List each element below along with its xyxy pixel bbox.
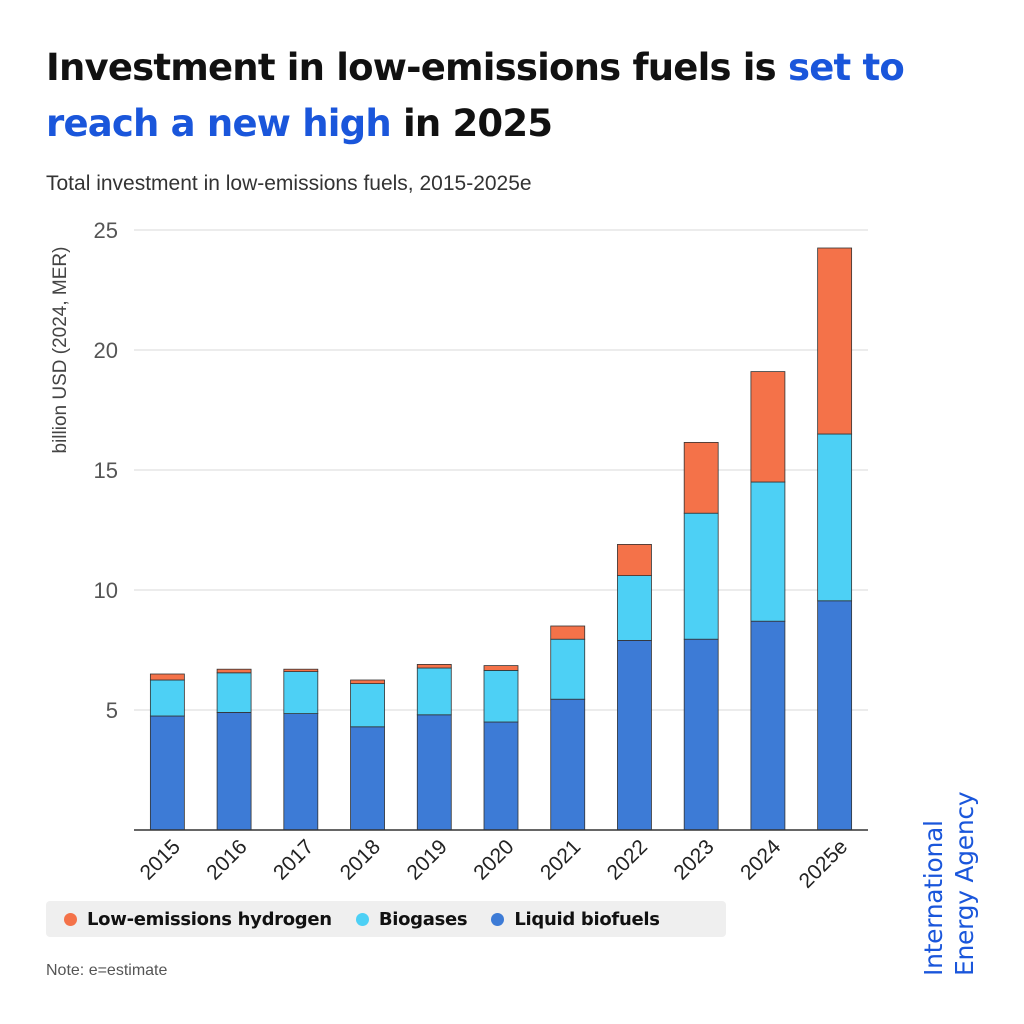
bar-2024-low-emissions-hydrogen <box>750 371 786 483</box>
bar-2023-biogases <box>683 512 719 640</box>
y-axis-label: billion USD (2024, MER) <box>50 247 71 454</box>
x-tick-label-2017: 2017 <box>269 835 318 884</box>
x-tick-label-2024: 2024 <box>736 835 786 885</box>
bar-2016-biogases <box>216 672 252 713</box>
legend-item-hydrogen: Low-emissions hydrogen <box>64 909 332 930</box>
bar-2019-liquid-biofuels <box>416 714 452 831</box>
bar-2022-biogases <box>617 575 652 641</box>
bar-2020-biogases <box>483 670 519 723</box>
y-tick-label-20: 20 <box>94 338 118 363</box>
bar-2015-liquid-biofuels <box>149 715 185 831</box>
x-tick-label-2020: 2020 <box>469 835 518 884</box>
y-tick-label-10: 10 <box>94 578 118 603</box>
bar-2024-liquid-biofuels <box>750 620 786 831</box>
iea-logo: International Energy Agency <box>918 776 982 976</box>
bar-2020-liquid-biofuels <box>483 721 519 831</box>
chart-subtitle: Total investment in low-emissions fuels,… <box>46 172 532 195</box>
legend-swatch-hydrogen <box>64 912 77 926</box>
legend-swatch-liquid-biofuels <box>491 912 505 926</box>
bar-2020-low-emissions-hydrogen <box>483 665 519 671</box>
headline-highlight: set to reach a new high <box>46 46 905 145</box>
bar-2022-liquid-biofuels <box>617 640 652 831</box>
chart-headline: Investment in low-emissions fuels is set… <box>46 40 926 152</box>
bar-2023-liquid-biofuels <box>683 638 719 831</box>
headline-text-1: Investment in low-emissions fuels is <box>46 46 788 89</box>
y-tick-label-15: 15 <box>94 458 118 483</box>
bar-2015-low-emissions-hydrogen <box>149 673 185 681</box>
bar-2017-liquid-biofuels <box>283 713 319 831</box>
bar-2019-biogases <box>416 667 452 716</box>
chart-note: Note: e=estimate <box>46 962 168 979</box>
bar-2024-biogases <box>750 481 786 622</box>
bar-2016-low-emissions-hydrogen <box>216 668 252 674</box>
x-tick-label-2019: 2019 <box>403 835 452 884</box>
x-tick-label-2021: 2021 <box>536 835 585 884</box>
x-tick-label-2015: 2015 <box>136 835 185 884</box>
y-tick-label-25: 25 <box>94 218 118 243</box>
legend-swatch-biogases <box>355 912 369 926</box>
legend-item-liquid-biofuels: Liquid biofuels <box>491 908 660 930</box>
bar-2015-biogases <box>149 679 185 717</box>
x-tick-label-2018: 2018 <box>336 835 385 884</box>
bar-2018-liquid-biofuels <box>350 726 385 831</box>
chart-legend: Low-emissions hydrogen Biogases Liquid b… <box>46 901 726 937</box>
bar-2025e-liquid-biofuels <box>817 600 853 831</box>
bar-2018-low-emissions-hydrogen <box>350 679 385 684</box>
logo-line-1: International <box>919 820 948 976</box>
bar-2022-low-emissions-hydrogen <box>617 544 652 577</box>
bar-2017-low-emissions-hydrogen <box>283 668 319 673</box>
bar-2025e-biogases <box>817 433 853 602</box>
headline-text-2: in 2025 <box>390 102 553 145</box>
logo-line-2: Energy Agency <box>950 791 979 976</box>
bar-2017-biogases <box>283 671 319 714</box>
legend-label-liquid-biofuels: Liquid biofuels <box>514 908 660 930</box>
bar-2016-liquid-biofuels <box>216 712 252 831</box>
bar-2025e-low-emissions-hydrogen <box>817 247 853 435</box>
x-tick-label-2016: 2016 <box>202 835 251 884</box>
bar-2018-biogases <box>350 683 385 728</box>
bar-2023-low-emissions-hydrogen <box>683 441 719 514</box>
bar-2019-low-emissions-hydrogen <box>416 664 452 669</box>
x-tick-label-2025e: 2025e <box>795 835 853 893</box>
bar-2021-biogases <box>550 638 586 700</box>
x-tick-label-2022: 2022 <box>603 835 652 884</box>
bar-2021-low-emissions-hydrogen <box>550 625 586 640</box>
bar-2021-liquid-biofuels <box>550 698 586 831</box>
y-tick-label-5: 5 <box>106 698 118 723</box>
x-tick-label-2023: 2023 <box>669 835 718 884</box>
legend-label-biogases: Biogases <box>378 908 468 930</box>
legend-label-hydrogen: Low-emissions hydrogen <box>87 908 332 930</box>
legend-item-biogases: Biogases <box>355 908 468 930</box>
